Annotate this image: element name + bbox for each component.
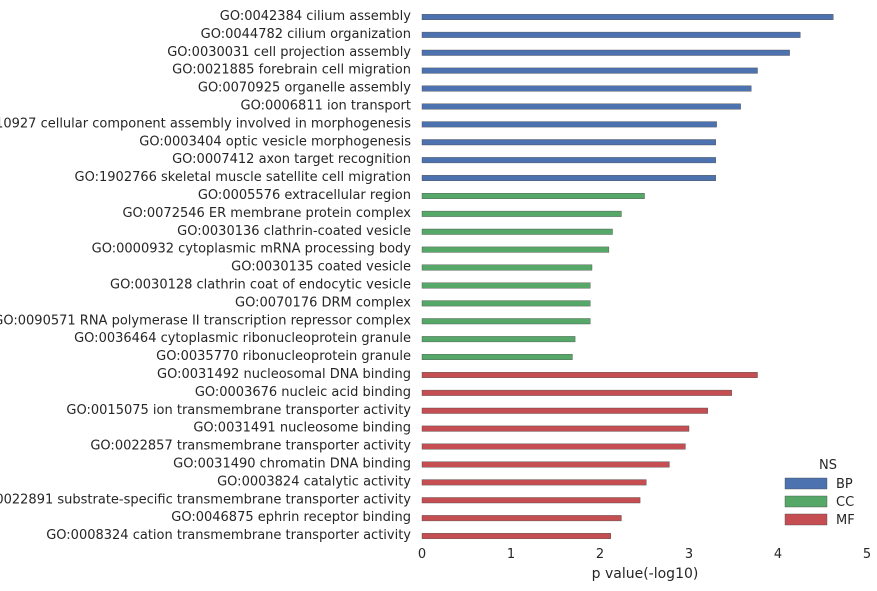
- legend-title: NS: [819, 458, 837, 473]
- legend-label-mf: MF: [836, 513, 855, 528]
- category-label: GO:0022857 transmembrane transporter act…: [90, 439, 411, 454]
- x-tick-label: 0: [418, 547, 426, 562]
- bar-mf: [421, 443, 686, 450]
- category-label: GO:0044782 cilium organization: [201, 27, 411, 42]
- category-label: GO:0003824 catalytic activity: [217, 474, 411, 489]
- category-label: GO:0008324 cation transmembrane transpor…: [46, 528, 411, 543]
- category-label: GO:0031490 chromatin DNA binding: [173, 457, 411, 472]
- category-label: GO:0015075 ion transmembrane transporter…: [66, 403, 411, 418]
- x-tick-label: 5: [863, 547, 871, 562]
- bar-mf: [421, 515, 622, 522]
- bar-cc: [421, 336, 576, 343]
- category-label: GO:0035770 ribonucleoprotein granule: [156, 349, 411, 364]
- bar-mf: [421, 372, 758, 378]
- category-label: GO:0070925 organelle assembly: [198, 81, 411, 96]
- category-label: GO:0030128 clathrin coat of endocytic ve…: [110, 278, 411, 293]
- legend-swatch-mf: [784, 513, 828, 526]
- category-label: GO:0070176 DRM complex: [235, 295, 411, 310]
- legend-label-cc: CC: [836, 495, 854, 510]
- bar-cc: [421, 210, 622, 217]
- bar-mf: [421, 389, 732, 396]
- legend-label-bp: BP: [836, 477, 853, 492]
- bar-cc: [421, 300, 591, 307]
- bar-mf: [421, 461, 670, 468]
- category-label: GO:0030031 cell projection assembly: [167, 45, 411, 60]
- category-label: GO:0031491 nucleosome binding: [193, 421, 411, 436]
- category-label: GO:0005576 extracellular region: [198, 188, 411, 203]
- bar-bp: [421, 49, 790, 56]
- x-axis-ticks: 0 1 2 3 4 5: [418, 547, 871, 562]
- category-label: GO:0000932 cytoplasmic mRNA processing b…: [92, 242, 412, 257]
- category-label: GO:0046875 ephrin receptor binding: [171, 510, 411, 525]
- category-label: GO:0022891 substrate-specific transmembr…: [0, 492, 411, 507]
- category-label: GO:0010927 cellular component assembly i…: [0, 116, 411, 131]
- category-label: GO:0036464 cytoplasmic ribonucleoprotein…: [74, 331, 411, 346]
- bars-group: [421, 14, 834, 539]
- bar-cc: [421, 264, 593, 271]
- bar-bp: [421, 103, 741, 110]
- bar-mf: [421, 497, 641, 504]
- category-label: GO:0072546 ER membrane protein complex: [122, 206, 411, 221]
- bar-cc: [421, 282, 591, 289]
- bar-mf: [421, 407, 708, 414]
- bar-bp: [421, 139, 716, 146]
- bar-mf: [421, 533, 611, 539]
- bar-bp: [421, 175, 716, 182]
- legend: NS BP CC MF: [784, 458, 855, 528]
- bar-bp: [421, 157, 716, 164]
- category-label: GO:0003404 optic vesicle morphogenesis: [139, 134, 411, 149]
- bar-bp: [421, 14, 834, 21]
- category-label: GO:0007412 axon target recognition: [172, 152, 411, 167]
- bar-mf: [421, 479, 647, 486]
- bar-cc: [421, 193, 645, 200]
- bar-cc: [421, 228, 613, 235]
- category-label: GO:1902766 skeletal muscle satellite cel…: [75, 170, 411, 185]
- category-label: GO:0030135 coated vesicle: [231, 260, 411, 275]
- bar-bp: [421, 85, 752, 92]
- category-labels: GO:0042384 cilium assembly GO:0044782 cil…: [0, 9, 411, 543]
- category-label: GO:0006811 ion transport: [241, 99, 412, 114]
- category-label: GO:0090571 RNA polymerase II transcripti…: [0, 313, 411, 328]
- x-axis-label: p value(-log10): [592, 566, 699, 582]
- category-label: GO:0042384 cilium assembly: [220, 9, 412, 24]
- legend-swatch-bp: [784, 477, 828, 490]
- category-label: GO:0021885 forebrain cell migration: [172, 63, 411, 78]
- x-tick-label: 1: [507, 547, 515, 562]
- bar-bp: [421, 121, 717, 128]
- x-tick-label: 2: [596, 547, 604, 562]
- category-label: GO:0030136 clathrin-coated vesicle: [177, 224, 411, 239]
- x-tick-label: 4: [774, 547, 782, 562]
- bar-bp: [421, 67, 758, 74]
- category-label: GO:0003676 nucleic acid binding: [195, 385, 411, 400]
- bar-cc: [421, 354, 573, 360]
- legend-swatch-cc: [784, 495, 828, 508]
- bar-cc: [421, 246, 610, 253]
- bar-bp: [421, 31, 801, 38]
- bar-cc: [421, 318, 591, 325]
- category-label: GO:0031492 nucleosomal DNA binding: [157, 367, 411, 382]
- bar-mf: [421, 425, 690, 432]
- x-tick-label: 3: [685, 547, 693, 562]
